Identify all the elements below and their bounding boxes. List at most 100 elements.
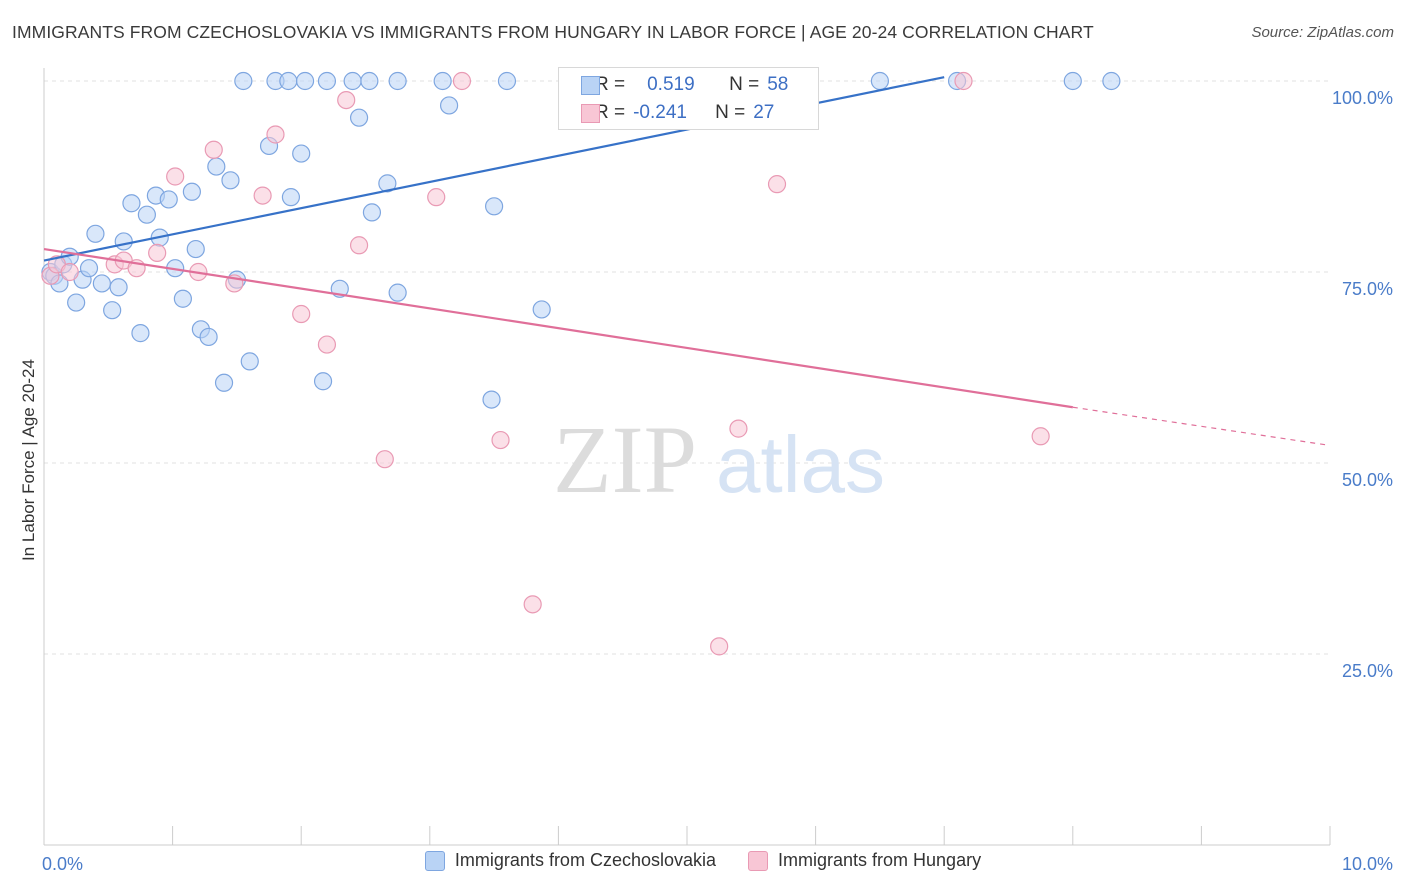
point-czechoslovakia xyxy=(214,373,234,392)
r-value-hungary: -0.241 xyxy=(633,102,687,123)
stats-swatch-pink xyxy=(581,103,600,123)
n-value-hungary: 27 xyxy=(753,102,775,123)
y-tick-label: 100.0% xyxy=(1332,88,1393,108)
n-value-czechoslovakia: 58 xyxy=(767,74,789,95)
point-czechoslovakia xyxy=(343,71,362,91)
point-hungary xyxy=(166,167,185,186)
stats-row-hungary: R = -0.241 N = 27 xyxy=(581,100,775,126)
legend-swatch-blue xyxy=(424,850,445,871)
point-czechoslovakia xyxy=(221,171,240,190)
point-czechoslovakia xyxy=(388,283,407,302)
point-czechoslovakia xyxy=(281,188,301,207)
source-credit: Source: ZipAtlas.com xyxy=(1251,24,1394,41)
point-czechoslovakia xyxy=(1063,71,1082,91)
point-hungary xyxy=(337,90,356,110)
point-czechoslovakia xyxy=(109,278,128,297)
point-hungary xyxy=(317,335,337,354)
point-hungary xyxy=(452,71,472,91)
point-czechoslovakia xyxy=(103,301,122,320)
point-czechoslovakia xyxy=(159,190,178,209)
point-hungary xyxy=(375,450,394,469)
y-axis-label: In Labor Force | Age 20-24 xyxy=(19,359,38,561)
legend: Immigrants from Czechoslovakia Immigrant… xyxy=(0,850,1406,871)
point-czechoslovakia xyxy=(86,224,105,243)
trend-line-hungary-extension xyxy=(1072,406,1331,447)
point-czechoslovakia xyxy=(360,71,379,91)
point-czechoslovakia xyxy=(388,71,407,91)
point-czechoslovakia xyxy=(532,300,551,319)
watermark: ZIP atlas xyxy=(553,406,885,513)
trend-lines xyxy=(43,76,1331,447)
point-hungary xyxy=(253,186,272,205)
point-czechoslovakia xyxy=(482,390,501,409)
point-hungary xyxy=(954,71,973,91)
legend-swatch-pink xyxy=(748,850,769,871)
point-czechoslovakia xyxy=(67,293,86,312)
point-hungary xyxy=(292,304,311,324)
stats-swatch-blue xyxy=(581,75,600,95)
n-label: N = xyxy=(715,102,746,123)
point-czechoslovakia xyxy=(1102,71,1121,91)
watermark-zip: ZIP xyxy=(553,406,697,513)
stats-box: R = 0.519 N = 58 R = -0.241 N = 27 xyxy=(558,67,819,130)
point-hungary xyxy=(266,125,285,144)
x-tick-label: 10.0% xyxy=(1342,854,1393,874)
point-czechoslovakia xyxy=(182,182,201,201)
point-czechoslovakia xyxy=(295,71,315,91)
point-hungary xyxy=(729,419,748,438)
axes xyxy=(43,68,1331,846)
legend-item-czechoslovakia[interactable]: Immigrants from Czechoslovakia xyxy=(424,850,717,871)
point-czechoslovakia xyxy=(279,71,298,91)
point-hungary xyxy=(767,175,787,194)
point-czechoslovakia xyxy=(186,239,205,259)
point-czechoslovakia xyxy=(349,108,369,127)
r-label: R = xyxy=(595,74,626,95)
point-czechoslovakia xyxy=(317,71,337,91)
chart-title: IMMIGRANTS FROM CZECHOSLOVAKIA VS IMMIGR… xyxy=(12,22,1094,42)
point-hungary xyxy=(60,262,79,282)
point-hungary xyxy=(204,140,223,159)
point-hungary xyxy=(349,236,369,255)
point-czechoslovakia xyxy=(79,259,99,278)
trend-line-hungary xyxy=(43,247,1073,409)
point-czechoslovakia xyxy=(240,352,259,371)
r-value-czechoslovakia: 0.519 xyxy=(647,74,695,95)
grid-lines xyxy=(44,80,1330,655)
y-tick-label: 25.0% xyxy=(1342,661,1393,681)
y-tick-label: 50.0% xyxy=(1342,470,1393,490)
tick-labels: 25.0% 50.0% 75.0% 100.0% 0.0% 10.0% xyxy=(42,88,1393,874)
point-czechoslovakia xyxy=(234,71,253,91)
point-czechoslovakia xyxy=(870,71,890,91)
data-points xyxy=(41,71,1121,656)
point-czechoslovakia xyxy=(114,232,133,251)
point-czechoslovakia xyxy=(131,324,150,343)
point-czechoslovakia xyxy=(485,197,504,216)
y-tick-label: 75.0% xyxy=(1342,279,1393,299)
point-hungary xyxy=(523,595,542,614)
stats-row-czechoslovakia: R = 0.519 N = 58 xyxy=(581,72,789,98)
point-czechoslovakia xyxy=(92,274,111,293)
legend-item-hungary[interactable]: Immigrants from Hungary xyxy=(748,850,981,871)
point-hungary xyxy=(427,188,446,207)
point-czechoslovakia xyxy=(433,71,452,91)
point-hungary xyxy=(148,243,167,262)
point-czechoslovakia xyxy=(378,174,397,193)
legend-label-hungary: Immigrants from Hungary xyxy=(778,850,982,870)
point-czechoslovakia xyxy=(173,289,192,308)
n-label: N = xyxy=(729,74,760,95)
point-hungary xyxy=(710,637,729,656)
point-czechoslovakia xyxy=(439,96,459,115)
point-hungary xyxy=(1031,427,1050,446)
point-czechoslovakia xyxy=(199,327,218,347)
point-czechoslovakia xyxy=(497,71,517,91)
point-hungary xyxy=(491,430,510,450)
x-tick-label: 0.0% xyxy=(42,854,83,874)
point-czechoslovakia xyxy=(137,205,156,224)
point-czechoslovakia xyxy=(292,144,311,163)
r-label: R = xyxy=(595,102,626,123)
point-czechoslovakia xyxy=(207,157,226,176)
point-czechoslovakia xyxy=(122,194,141,213)
point-czechoslovakia xyxy=(362,203,382,222)
legend-label-czechoslovakia: Immigrants from Czechoslovakia xyxy=(454,850,717,870)
